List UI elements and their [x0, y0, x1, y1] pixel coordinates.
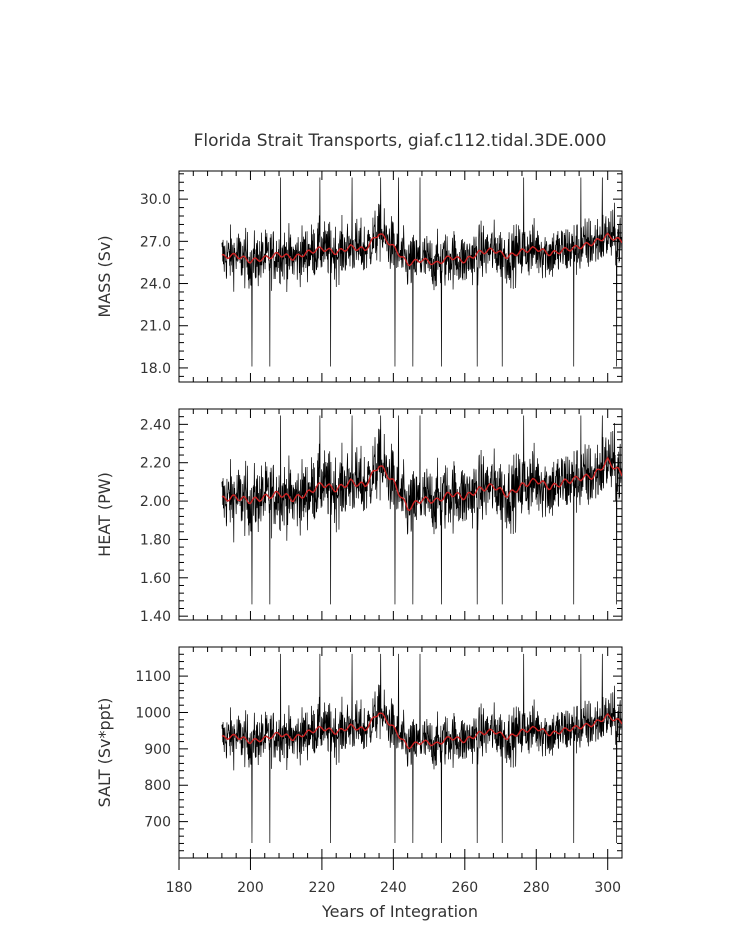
x-axis: 180 200 220 240 260 280 300: [166, 858, 621, 896]
panel-mass: 18.0 21.0 24.0 27.0 30.0 MASS (Sv): [95, 170, 623, 383]
y-tick-label: 27.0: [140, 234, 171, 250]
y-tick-label: 800: [144, 778, 171, 794]
panel-heat: 1.40 1.60 1.80 2.00 2.20 2.40 HEAT (PW): [95, 408, 623, 625]
series-raw: [221, 653, 622, 843]
x-tick-label: 280: [523, 880, 550, 896]
y-tick-label: 24.0: [140, 277, 171, 293]
x-tick-label: 200: [237, 880, 264, 896]
y-tick-label: 2.00: [140, 494, 171, 510]
series-smoothed: [221, 232, 622, 267]
y-tick-label: 2.20: [140, 456, 171, 472]
y-tick-label: 21.0: [140, 319, 171, 335]
y-axis-label: MASS (Sv): [95, 235, 114, 317]
y-tick-label: 900: [144, 742, 171, 758]
series-smoothed: [221, 456, 622, 512]
y-axis-label: HEAT (PW): [95, 472, 114, 557]
series-raw: [221, 415, 622, 605]
y-axis-label: SALT (Sv*ppt): [95, 698, 114, 808]
y-tick-label: 1.60: [140, 571, 171, 587]
y-tick-label: 700: [144, 815, 171, 831]
series-raw: [221, 177, 622, 367]
x-tick-label: 220: [309, 880, 336, 896]
y-tick-label: 30.0: [140, 192, 171, 208]
x-tick-label: 180: [166, 880, 193, 896]
panel-frame: [178, 646, 623, 859]
y-tick-label: 1.80: [140, 532, 171, 548]
x-axis-label: Years of Integration: [321, 902, 478, 921]
panel-frame: [178, 408, 623, 621]
y-tick-label: 18.0: [140, 361, 171, 377]
chart-title: Florida Strait Transports, giaf.c112.tid…: [194, 131, 607, 151]
x-tick-label: 260: [451, 880, 478, 896]
x-tick-label: 240: [380, 880, 407, 896]
y-tick-label: 1000: [135, 705, 171, 721]
y-tick-label: 1100: [135, 669, 171, 685]
y-tick-label: 2.40: [140, 417, 171, 433]
panel-frame: [178, 170, 623, 383]
x-tick-label: 300: [594, 880, 621, 896]
series-smoothed: [221, 712, 622, 750]
panel-salt: 700 800 900 1000 1100 SALT (Sv*ppt): [95, 646, 623, 859]
y-tick-label: 1.40: [140, 609, 171, 625]
